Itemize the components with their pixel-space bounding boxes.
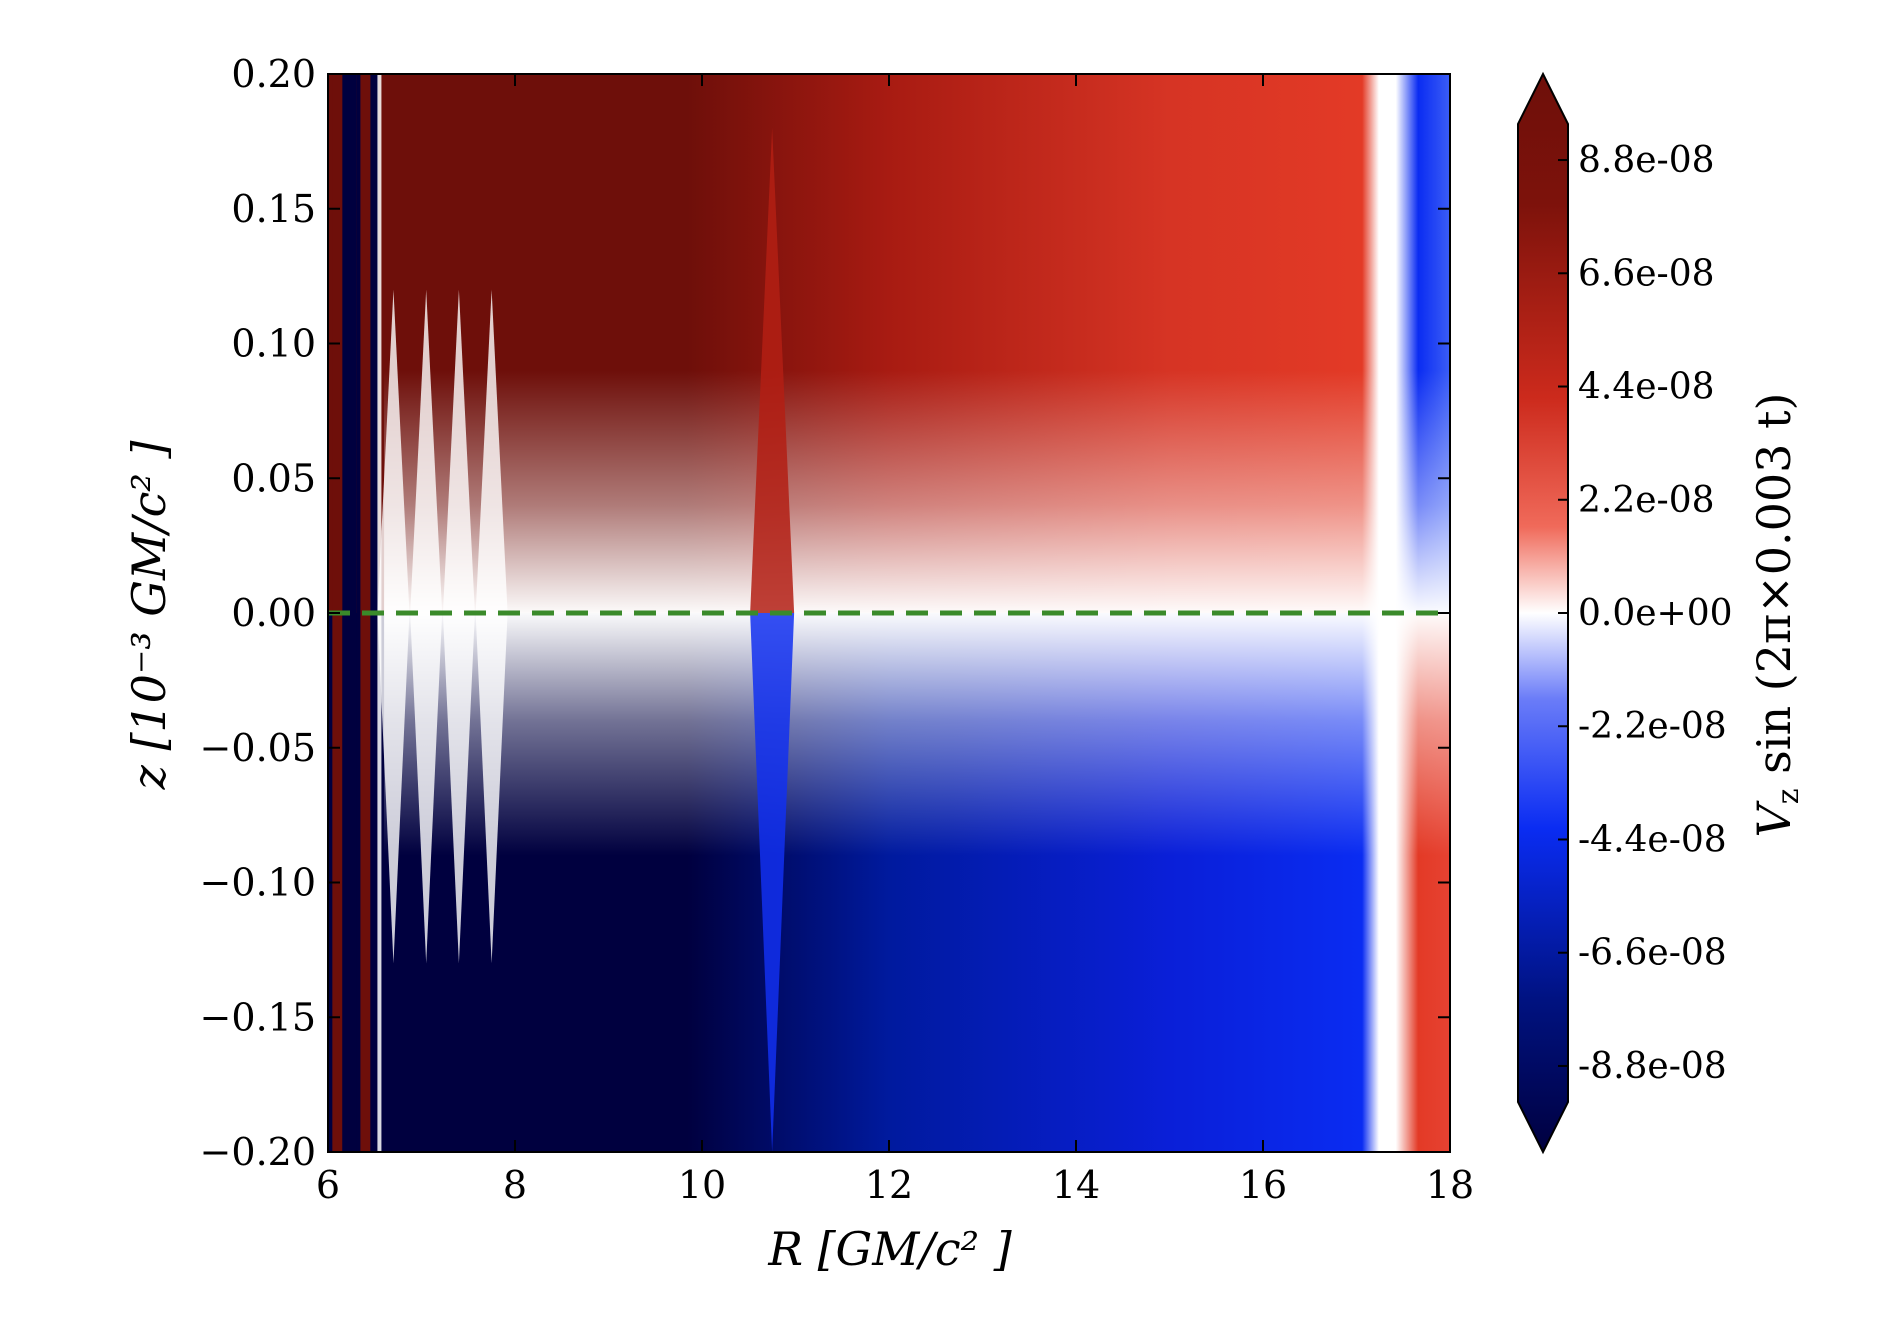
spike-feature-down xyxy=(377,613,410,964)
x-tick-label: 12 xyxy=(865,1163,913,1207)
spike-feature-up xyxy=(442,289,475,613)
x-tick-label: 16 xyxy=(1239,1163,1287,1207)
x-tick-label: 6 xyxy=(316,1163,340,1207)
spike-feature-up xyxy=(377,289,410,613)
heatmap-lower-fade xyxy=(384,613,1451,1152)
x-tick-label: 10 xyxy=(678,1163,726,1207)
colorbar-tick-label: -8.8e-08 xyxy=(1578,1046,1727,1087)
x-tick-label: 18 xyxy=(1426,1163,1474,1207)
y-tick-label: 0.10 xyxy=(231,322,316,366)
y-tick-label: −0.10 xyxy=(200,861,316,905)
colorbar-tick-label: 8.8e-08 xyxy=(1578,140,1715,181)
heatmap-upper-fade xyxy=(384,74,1451,613)
colorbar: 8.8e-08 6.6e-08 4.4e-08 2.2e-08 0.0e+00 -2.2e… xyxy=(1517,71,1733,1155)
spike-feature-down xyxy=(410,613,443,964)
y-tick-label: 0.20 xyxy=(231,52,316,96)
stripe-feature xyxy=(346,74,357,1152)
colorbar-tick-label: 2.2e-08 xyxy=(1578,480,1715,521)
y-tick-label: −0.05 xyxy=(200,726,316,770)
spike-feature-up xyxy=(750,127,795,614)
y-axis: 0.20 0.15 0.10 0.05 0.00 −0.05 −0.10 −0.15 −0.20 xyxy=(200,52,1450,1174)
spike-feature-down xyxy=(442,613,475,964)
y-axis-label: z [10⁻³ GM/c² ] xyxy=(122,441,176,791)
colorbar-tick-label: -4.4e-08 xyxy=(1578,819,1727,860)
y-tick-label: −0.15 xyxy=(200,995,316,1039)
y-tick-label: 0.15 xyxy=(231,187,316,231)
spike-feature-down xyxy=(750,613,795,1152)
colorbar-tick-label: 6.6e-08 xyxy=(1578,253,1715,294)
x-axis-label: R [GM/c² ] xyxy=(767,1222,1011,1276)
colorbar-gradient xyxy=(1517,71,1569,1155)
colorbar-tick-label: 0.0e+00 xyxy=(1578,593,1733,634)
heatmap-field xyxy=(328,74,1451,1152)
colorbar-ticks: 8.8e-08 6.6e-08 4.4e-08 2.2e-08 0.0e+00 -2.2e… xyxy=(1558,140,1733,1087)
y-tick-label: 0.00 xyxy=(231,591,316,635)
x-axis: 6 8 10 12 14 16 18 xyxy=(316,74,1474,1207)
y-tick-label: −0.20 xyxy=(200,1130,316,1174)
colorbar-label: Vz sin (2π×0.003 t) xyxy=(1747,393,1806,838)
colorbar-tick-label: 4.4e-08 xyxy=(1578,367,1715,408)
x-tick-label: 14 xyxy=(1052,1163,1100,1207)
y-tick-label: 0.05 xyxy=(231,456,316,500)
spike-feature-up xyxy=(475,289,508,613)
colorbar-tick-label: -6.6e-08 xyxy=(1578,933,1727,974)
stripe-gap xyxy=(356,74,365,1152)
spike-feature-up xyxy=(410,289,443,613)
spike-feature-down xyxy=(475,613,508,964)
colorbar-tick-label: -2.2e-08 xyxy=(1578,706,1727,747)
x-tick-label: 8 xyxy=(503,1163,527,1207)
